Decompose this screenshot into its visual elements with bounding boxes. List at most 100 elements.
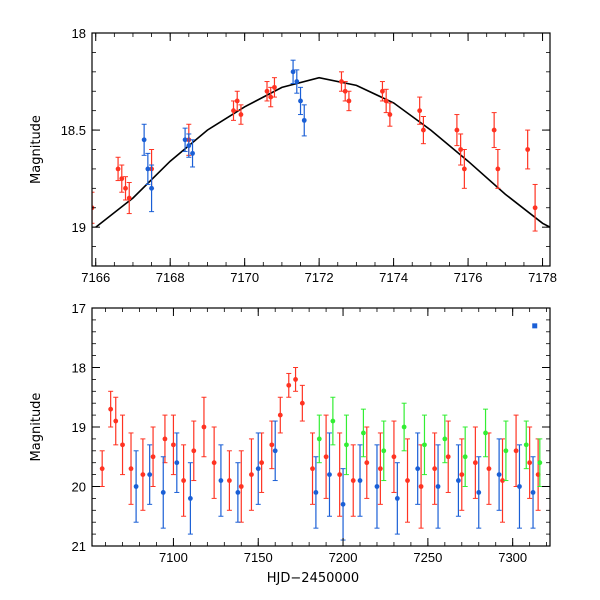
- data-point: [462, 454, 468, 460]
- data-point: [454, 127, 460, 133]
- data-point: [231, 108, 236, 114]
- top-y-tick-label: 18.5: [61, 123, 86, 138]
- data-point: [313, 490, 319, 495]
- data-point: [483, 430, 488, 436]
- data-point: [532, 205, 538, 211]
- data-point: [123, 185, 128, 191]
- data-point: [525, 147, 531, 152]
- data-point: [227, 478, 232, 483]
- data-point: [496, 472, 502, 477]
- bottom-x-tick-label: 7200: [329, 550, 358, 565]
- data-point: [327, 472, 332, 477]
- data-point: [394, 496, 400, 501]
- data-point: [527, 460, 533, 466]
- data-point: [344, 442, 349, 448]
- data-point: [342, 88, 348, 94]
- bottom-y-tick-label: 21: [72, 539, 86, 554]
- data-point: [181, 478, 187, 483]
- data-point: [171, 442, 176, 448]
- bottom-y-tick-label: 20: [72, 480, 86, 495]
- top-y-axis-label: Magnitude: [29, 115, 44, 184]
- data-point: [495, 166, 501, 172]
- data-point: [277, 412, 283, 418]
- data-point: [459, 472, 465, 477]
- data-point: [259, 460, 265, 466]
- data-point: [249, 472, 254, 477]
- bottom-y-tick-label: 17: [72, 301, 86, 316]
- data-point: [294, 79, 300, 84]
- data-point: [301, 117, 307, 123]
- data-point: [377, 466, 383, 472]
- bottom-x-tick-label: 7100: [159, 550, 188, 565]
- top-x-tick-label: 7174: [379, 270, 408, 285]
- top-x-tick-label: 7176: [454, 270, 483, 285]
- data-point: [445, 454, 451, 460]
- data-point: [401, 424, 407, 430]
- data-point: [456, 478, 461, 483]
- data-point: [255, 466, 261, 472]
- data-point: [310, 466, 315, 472]
- data-point: [268, 94, 274, 100]
- data-point: [340, 501, 346, 507]
- bottom-axes-frame: [91, 307, 551, 547]
- data-point: [290, 69, 296, 75]
- data-point: [418, 484, 424, 489]
- data-point: [149, 185, 154, 191]
- data-point: [517, 484, 522, 489]
- data-point: [435, 484, 441, 489]
- bottom-y-tick-label: 19: [72, 420, 86, 435]
- data-point: [141, 137, 147, 143]
- bottom-series-red: [99, 367, 541, 529]
- data-point: [337, 472, 343, 477]
- data-point: [120, 442, 125, 448]
- data-point: [126, 195, 132, 201]
- top-x-tick-label: 7166: [81, 270, 110, 285]
- data-point: [472, 460, 478, 466]
- data-point: [350, 478, 356, 483]
- data-point: [357, 478, 363, 483]
- data-point: [160, 490, 166, 495]
- bottom-series-blue: [133, 420, 536, 541]
- data-point: [272, 84, 277, 90]
- data-point: [405, 478, 410, 483]
- data-point: [298, 98, 303, 104]
- data-point: [316, 436, 322, 442]
- data-point: [503, 448, 509, 454]
- bottom-x-tick-label: 7250: [413, 550, 442, 565]
- data-point: [211, 460, 217, 466]
- data-point: [346, 98, 352, 104]
- data-point: [361, 430, 366, 436]
- data-point: [299, 400, 305, 406]
- bottom-plot-area: [99, 323, 543, 541]
- bottom-series-green: [316, 396, 543, 487]
- data-point: [99, 466, 105, 472]
- data-point: [491, 127, 497, 133]
- data-point: [201, 424, 207, 430]
- data-point: [147, 472, 153, 477]
- data-point: [381, 448, 387, 454]
- bottom-y-tick-label: 18: [72, 361, 86, 376]
- data-point: [190, 150, 195, 156]
- data-point: [234, 98, 240, 104]
- data-point: [293, 377, 298, 382]
- top-x-tick-label: 7172: [305, 270, 334, 285]
- data-point: [264, 88, 270, 94]
- data-point: [145, 166, 151, 172]
- data-point: [119, 176, 125, 182]
- bottom-x-axis-label: HJD−2450000: [267, 571, 359, 586]
- top-axes-frame: [91, 32, 551, 267]
- data-point: [238, 484, 244, 489]
- data-point: [174, 460, 180, 466]
- bottom-panel: 7100 7150 7200 7250 7300 17 18 19 20 21 Magnitude H…: [29, 301, 551, 586]
- data-point: [235, 490, 241, 495]
- data-point: [182, 137, 188, 143]
- bottom-x-tick-label: 7300: [498, 550, 527, 565]
- top-series-red: [92, 71, 538, 232]
- top-plot-area: [92, 59, 550, 232]
- data-point: [269, 442, 275, 448]
- data-point: [523, 442, 529, 448]
- data-point: [272, 448, 278, 454]
- data-point: [191, 448, 197, 454]
- data-point: [162, 436, 168, 442]
